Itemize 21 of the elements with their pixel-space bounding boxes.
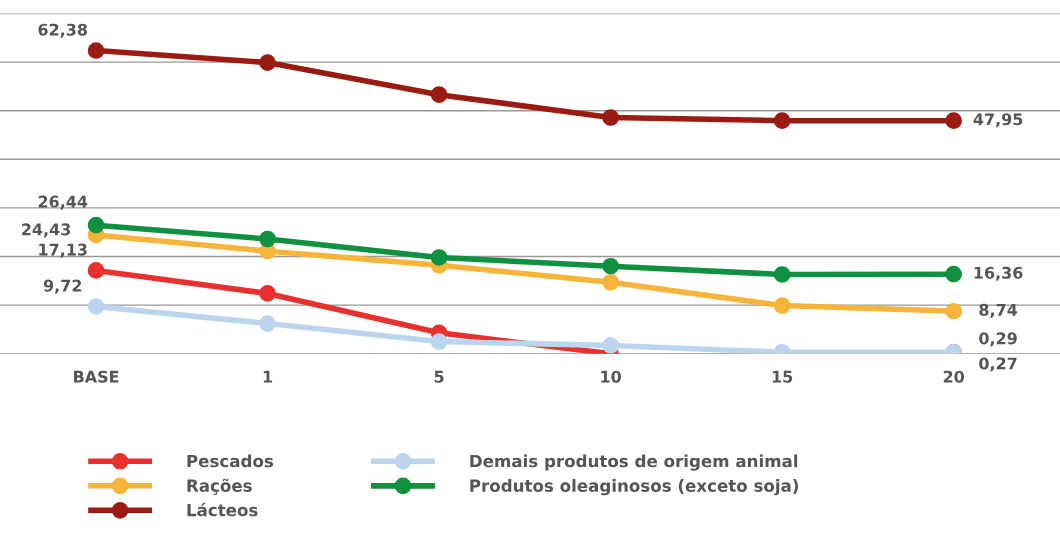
legend-label: Rações <box>187 478 252 495</box>
data-label: 17,13 <box>39 243 87 258</box>
x-tick-label: 5 <box>434 370 444 383</box>
data-label: 24,43 <box>22 223 71 238</box>
data-label: 9,72 <box>43 279 82 294</box>
data-label: 0,29 <box>979 332 1017 347</box>
x-tick-label: 1 <box>263 370 273 383</box>
data-label: 0,27 <box>979 357 1017 372</box>
data-label: 16,36 <box>974 266 1023 281</box>
x-tick-label: 10 <box>601 370 621 383</box>
data-label: 62,38 <box>38 23 87 38</box>
data-label: 47,95 <box>973 113 1023 128</box>
legend-label: Produtos oleaginosos (exceto soja) <box>470 479 799 496</box>
x-tick-label: BASE <box>74 370 119 383</box>
x-tick-label: 20 <box>943 370 965 383</box>
legend-label: Demais produtos de origem animal <box>470 454 798 471</box>
data-label: 26,44 <box>38 195 88 210</box>
legend-label: Pescados <box>187 454 274 468</box>
x-tick-label: 15 <box>772 370 793 383</box>
data-label: 8,74 <box>979 303 1018 318</box>
legend-label: Lácteos <box>187 502 258 517</box>
